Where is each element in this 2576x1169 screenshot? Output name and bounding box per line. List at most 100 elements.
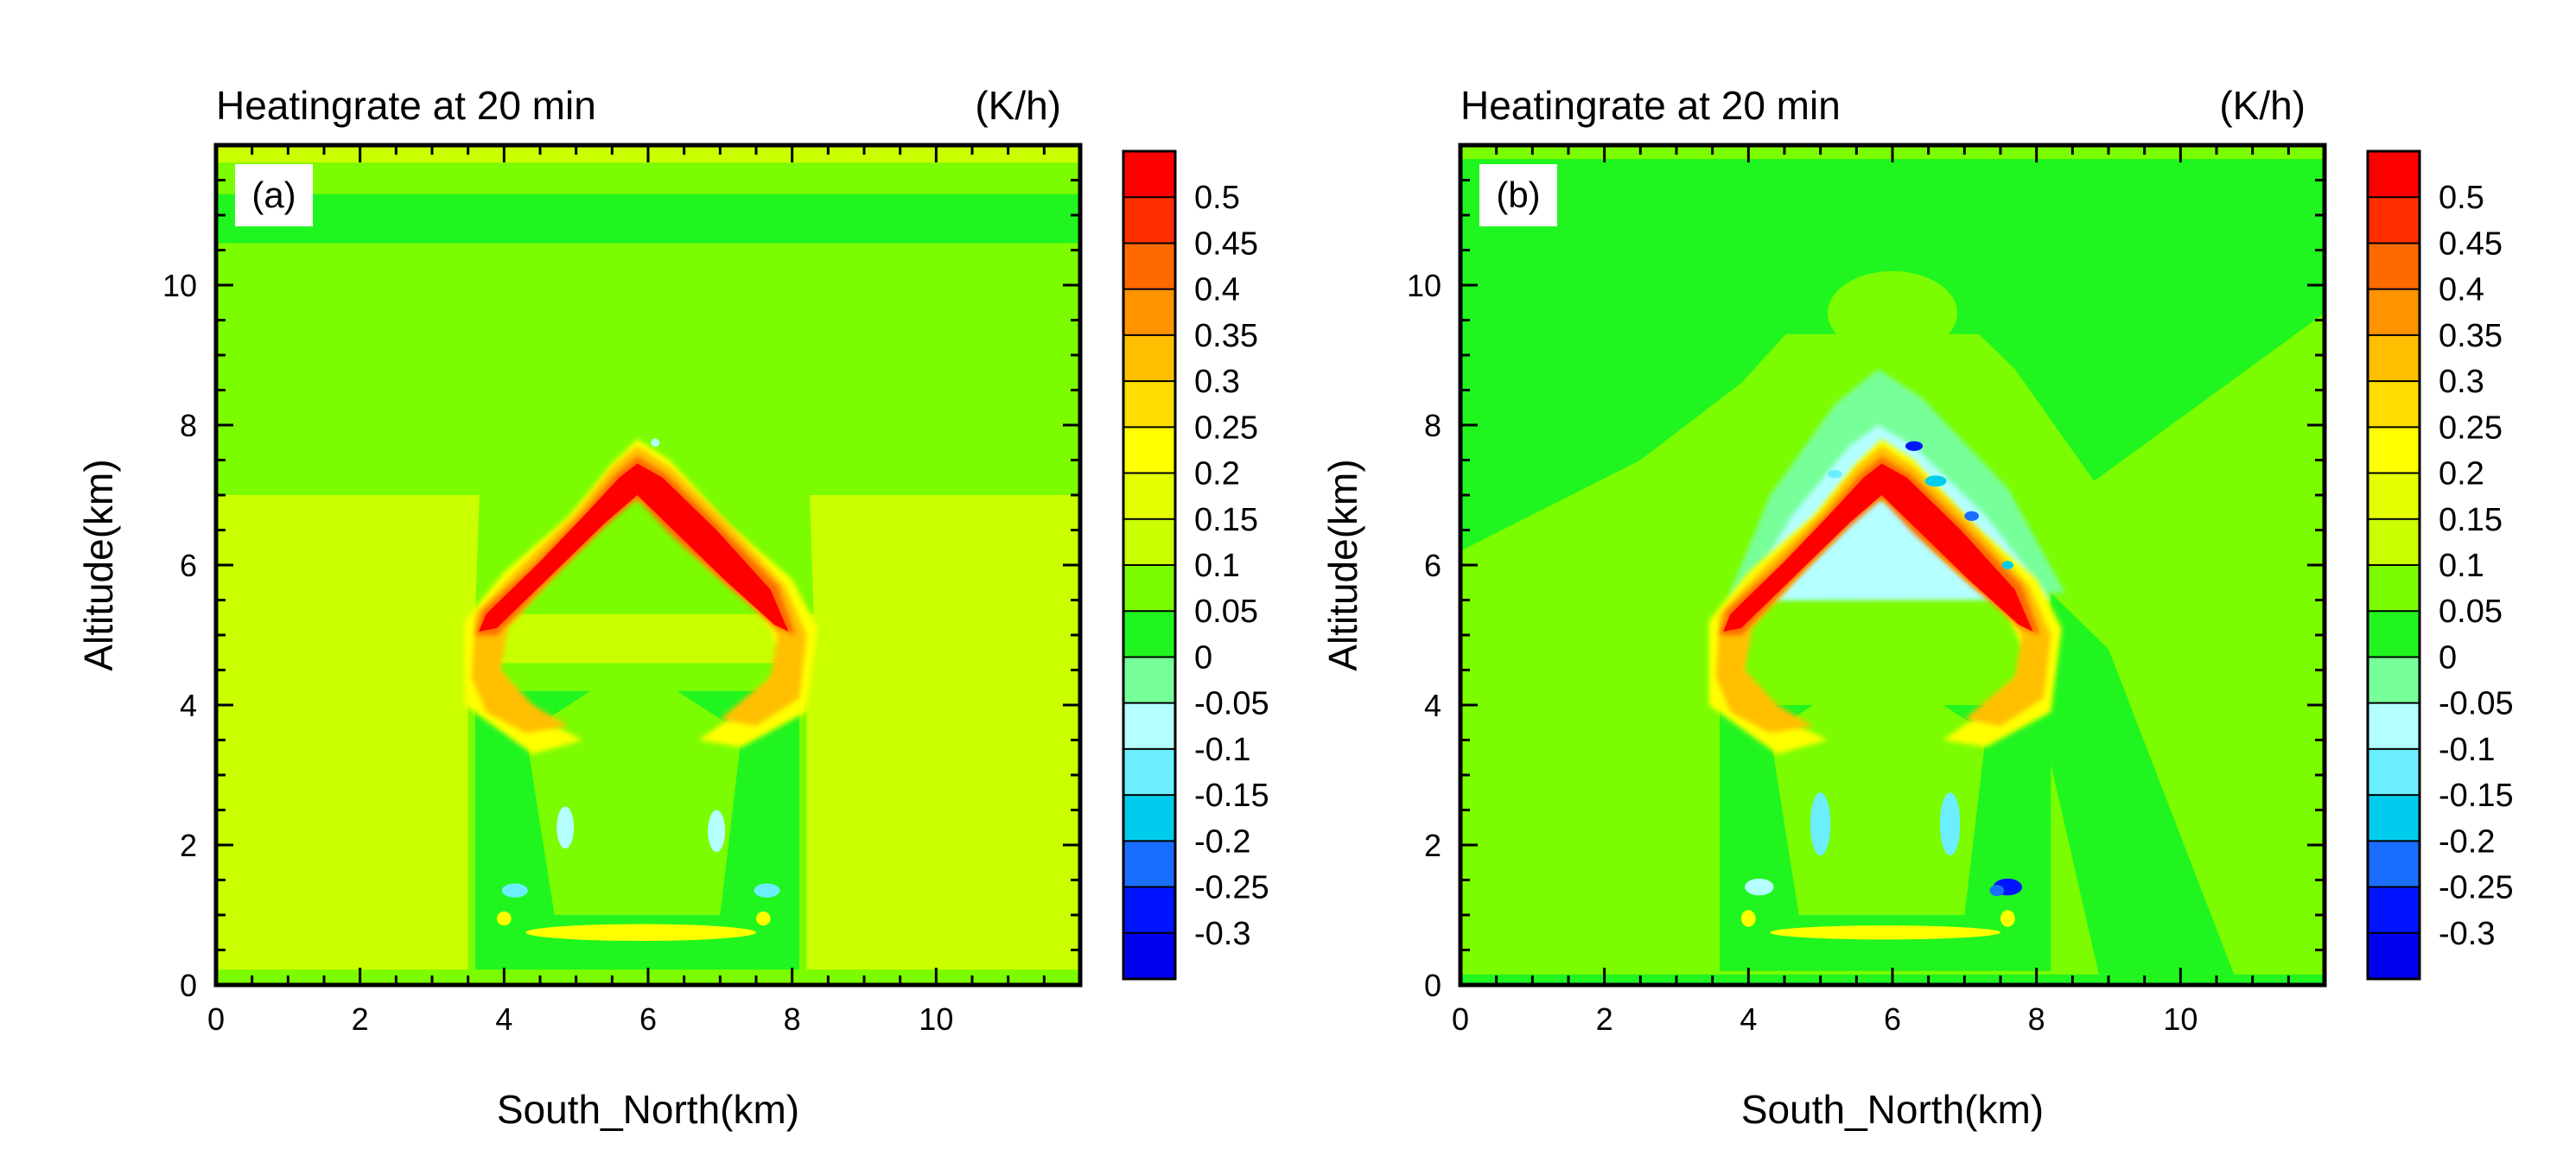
x-tick-label: 0 [1452,1001,1469,1037]
colorbar-swatch [1123,243,1175,290]
colorbar-label: 0.3 [1194,364,1240,400]
cooling-spot-3 [1745,878,1774,896]
colorbar-label: 0.15 [2439,502,2503,538]
colorbar-swatch [1123,473,1175,520]
cooling-spot-1 [1810,792,1831,856]
y-axis-label: Altitude(km) [1320,459,1365,670]
y-tick-label: 2 [180,828,197,863]
colorbar-swatch [2368,841,2420,888]
colorbar-label: -0.15 [2439,778,2514,814]
axis-ticks [214,143,1082,987]
axis-ticks [1459,143,2326,987]
colorbar-swatch [2368,334,2420,382]
colorbar-frame [2366,149,2421,981]
colorbar-label: -0.2 [1194,823,1250,860]
colorbar-swatch [1123,518,1175,566]
colorbar-label: -0.05 [1194,686,1269,722]
cooling-spot-5 [497,911,512,926]
colorbar-label: 0.45 [2439,226,2503,262]
colorbar-label: 0.1 [1194,548,1240,584]
cooling-spot-11 [1741,910,1756,927]
colorbar-swatch [2368,795,2420,842]
column-interior [1770,690,1987,915]
cooling-spot-13 [1770,925,2001,940]
cooling-spot-1 [557,806,575,849]
colorbar-swatch [2368,611,2420,658]
cooling-spot-8 [651,438,660,448]
colorbar-swatch [1123,795,1175,842]
units-label: (K/h) [2219,83,2306,128]
cooling-spot-2 [1940,792,1961,856]
colorbar-label: -0.15 [1194,778,1269,814]
colorbar-swatch [1123,657,1175,704]
colorbar-label: 0.5 [1194,180,1240,216]
colorbar-label: 0.45 [1194,226,1258,262]
heatmap-field [216,145,1080,985]
heating-arch [479,463,789,632]
x-tick-label: 4 [495,1001,512,1037]
colorbar-label: 0.2 [1194,456,1240,492]
x-tick-label: 0 [207,1001,225,1037]
colorbar-swatch [2368,197,2420,244]
chart-title: Heatingrate at 20 min [216,83,596,128]
colorbar-label: 0.15 [1194,502,1258,538]
x-tick-label: 2 [1596,1001,1613,1037]
colorbar-label: 0.1 [2439,548,2484,584]
units-label: (K/h) [975,83,1061,128]
y-tick-label: 8 [180,408,197,443]
colorbar-swatch [2368,243,2420,290]
x-tick-label: 10 [919,1001,953,1037]
top-strip [216,194,1080,244]
cooling-spot-10 [1828,469,1842,479]
panel-a: 0 2 4 6 8 10 0 2 4 6 8 10 (a) Heatingrate at 20 min (K… [76,83,1269,1132]
upper-dome [1828,270,1957,355]
colorbar-swatch [2368,289,2420,336]
y-axis-label: Altitude(km) [76,459,121,670]
colorbar-label: -0.25 [1194,870,1269,906]
diagonal-cooling-band [2044,593,2238,985]
y-tick-label: 8 [1424,408,1441,443]
colorbar-swatch [1123,565,1175,612]
x-axis-label: South_North(km) [497,1087,799,1132]
colorbar-swatch [2368,473,2420,520]
colorbar-label: 0.35 [2439,318,2503,354]
y-tick-label: 2 [1424,828,1441,863]
colorbar-swatch [1123,702,1175,750]
colorbar-swatch [1123,932,1175,980]
y-tick-label: 0 [1424,968,1441,1003]
heating-arch [1723,463,2033,632]
column-interior [525,690,742,915]
panel-label: (b) [1496,175,1540,215]
colorbar-swatch [2368,886,2420,934]
colorbar-label: -0.1 [2439,732,2495,768]
x-tick-label: 6 [1884,1001,1901,1037]
y-tick-label: 4 [180,688,197,723]
colorbar-swatch [1123,151,1175,198]
y-tick-label: 6 [180,548,197,583]
cooling-spot-6 [1924,475,1947,487]
colorbar-swatch [2368,748,2420,796]
cooling-spot-7 [1905,441,1923,451]
cooling-spot-2 [708,810,726,853]
panel-label-box [1479,164,1557,226]
cooling-spot-4 [754,883,780,898]
cooling-spot-5 [1989,885,2005,897]
colorbar-label: -0.25 [2439,870,2514,906]
heatmap-field [1460,145,2325,985]
colorbar-swatch [1123,197,1175,244]
y-tick-label: 10 [162,268,197,303]
colorbar-label: -0.05 [2439,686,2514,722]
colorbar-swatch [2368,932,2420,980]
colorbar-swatch [2368,657,2420,704]
cooling-spot-7 [525,924,756,941]
y-tick-label: 4 [1424,688,1441,723]
x-axis-label: South_North(km) [1741,1087,2044,1132]
colorbar-label: 0.3 [2439,364,2484,400]
colorbar-label: 0 [2439,639,2457,676]
y-tick-label: 10 [1407,268,1441,303]
colorbar-label: 0.4 [1194,272,1240,308]
x-tick-label: 8 [2028,1001,2045,1037]
panel-b: 0 2 4 6 8 10 0 2 4 6 8 10 (b) Heatingrate at 20 min (K… [1320,83,2514,1132]
colorbar: 0.5 0.45 0.4 0.35 0.3 0.25 0.2 0.15 0.1 0.05 0 -0.0… [1122,149,1269,981]
colorbar-swatch [2368,565,2420,612]
